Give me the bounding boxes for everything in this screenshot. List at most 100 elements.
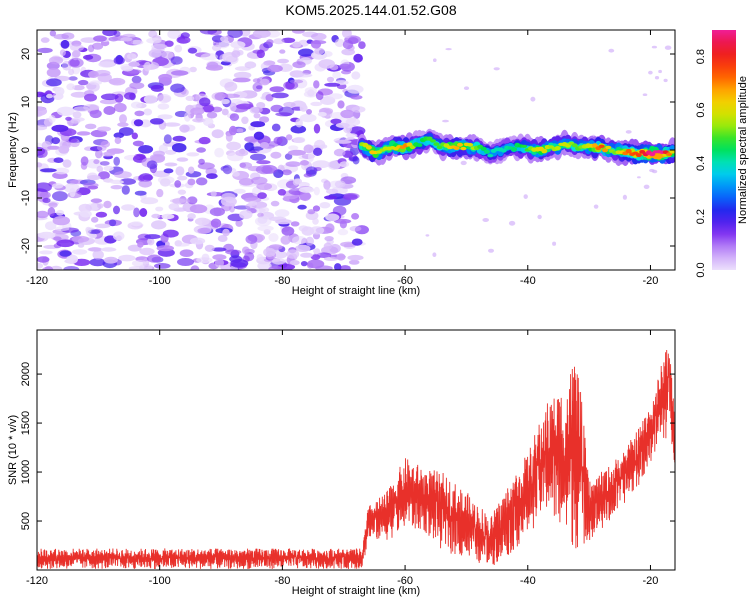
y-tick-label: 10: [20, 96, 32, 108]
noise-blob: [47, 145, 61, 150]
noise-blob: [337, 100, 345, 109]
noise-blob: [85, 123, 97, 130]
noise-blob: [244, 197, 262, 203]
noise-blob: [339, 63, 352, 70]
noise-blob: [308, 152, 314, 162]
noise-blob: [167, 30, 182, 39]
noise-blob: [68, 76, 78, 81]
noise-blob: [176, 36, 191, 44]
noise-blob: [222, 164, 233, 175]
noise-blob: [161, 213, 175, 220]
noise-blob: [162, 229, 179, 238]
noise-blob: [66, 83, 76, 91]
noise-blob: [103, 151, 115, 156]
noise-blob: [78, 203, 92, 213]
noise-blob: [45, 221, 57, 231]
noise-blob: [292, 30, 305, 34]
noise-blob: [53, 236, 62, 241]
noise-blob: [205, 64, 224, 71]
x-tick-label: -40: [520, 275, 536, 287]
noise-blob: [186, 152, 200, 157]
noise-blob: [72, 50, 81, 58]
noise-blob: [48, 56, 64, 65]
noise-blob: [113, 56, 125, 65]
noise-blob: [128, 61, 141, 67]
colorbar: 0.0 0.2 0.4 0.6 0.8 Normalized spectral ampl…: [695, 30, 749, 278]
noise-blob: [190, 265, 200, 270]
noise-blob: [313, 147, 323, 156]
noise-blob: [305, 236, 314, 246]
noise-blob: [83, 182, 99, 188]
noise-blob: [196, 147, 207, 153]
y-tick-label: 500: [20, 512, 32, 530]
noise-blob: [37, 124, 48, 131]
noise-blob: [233, 188, 246, 194]
noise-blob: [206, 173, 218, 180]
faint-speck: [442, 119, 449, 123]
x-tick-label: -80: [274, 275, 290, 287]
noise-blob: [42, 197, 51, 203]
noise-blob: [342, 194, 358, 201]
noise-blob: [279, 49, 286, 54]
noise-blob: [131, 132, 138, 140]
noise-blob: [310, 40, 322, 49]
ridge-blob: [521, 144, 528, 148]
noise-blob: [269, 86, 285, 93]
noise-blob: [214, 147, 225, 158]
ridge-blob: [484, 149, 490, 154]
noise-blob: [69, 187, 76, 198]
faint-speck: [552, 241, 557, 246]
noise-blob: [221, 108, 229, 116]
noise-blob: [97, 203, 104, 209]
noise-blob: [274, 209, 290, 218]
faint-speck: [445, 48, 452, 51]
faint-speck: [530, 96, 536, 102]
noise-blob: [349, 225, 362, 232]
noise-blob: [112, 231, 125, 241]
noise-blob: [60, 39, 70, 49]
noise-blob: [46, 93, 53, 99]
spectrogram-blobs: [37, 30, 675, 270]
noise-blob: [232, 77, 251, 83]
noise-blob: [175, 166, 185, 176]
noise-blob: [292, 178, 300, 186]
noise-blob: [250, 153, 266, 161]
noise-blob: [256, 49, 265, 59]
noise-blob: [121, 185, 130, 195]
noise-blob: [72, 85, 85, 91]
noise-blob: [151, 220, 167, 230]
noise-blob: [277, 189, 287, 196]
noise-blob: [299, 191, 311, 202]
noise-blob: [300, 160, 309, 166]
noise-blob: [92, 250, 104, 260]
noise-blob: [290, 125, 307, 134]
noise-blob: [37, 142, 44, 148]
noise-blob: [113, 102, 127, 113]
noise-blob: [142, 174, 154, 181]
noise-blob: [260, 78, 270, 86]
noise-blob: [190, 237, 206, 245]
noise-blob: [352, 156, 360, 165]
noise-blob: [89, 258, 106, 267]
noise-blob: [170, 56, 183, 65]
noise-blob: [102, 30, 117, 37]
x-tick-label: -40: [520, 575, 536, 587]
noise-blob: [70, 44, 84, 52]
noise-blob: [323, 242, 333, 250]
noise-blob: [179, 124, 190, 133]
noise-blob: [155, 206, 164, 212]
snr-ticks: -120 -100 -80 -60 -40 -20 500 1000 1500 2000: [20, 330, 675, 587]
noise-blob: [253, 131, 265, 140]
noise-blob: [148, 49, 162, 58]
noise-blob: [85, 226, 92, 234]
faint-speck: [622, 194, 628, 200]
noise-blob: [103, 256, 118, 264]
noise-blob: [100, 93, 119, 101]
ridge-blob: [453, 146, 460, 151]
noise-blob: [83, 54, 94, 60]
colorbar-tick-label: 0.2: [695, 209, 707, 224]
noise-blob: [236, 103, 254, 110]
faint-speck: [648, 70, 653, 75]
